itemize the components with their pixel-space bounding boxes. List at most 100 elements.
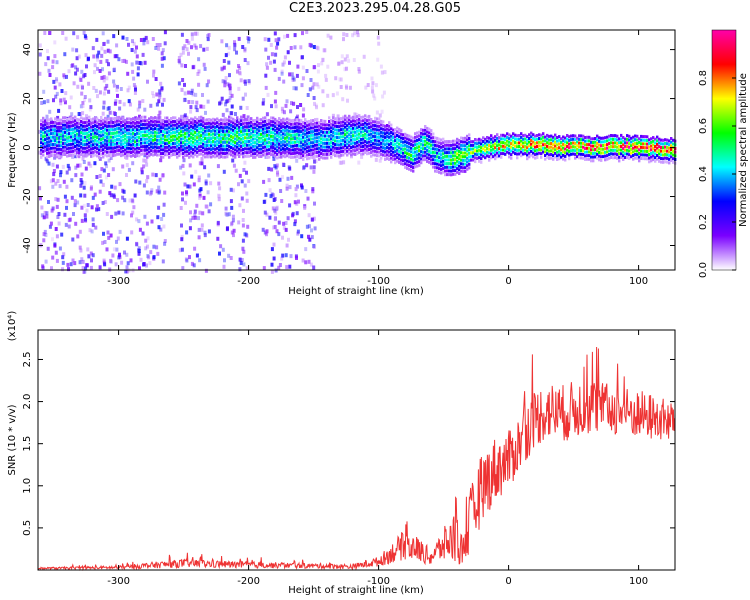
noise-cell <box>278 263 282 267</box>
ridge-cell <box>258 133 261 136</box>
ridge-cell <box>280 140 283 144</box>
ridge-cell <box>204 151 207 155</box>
ridge-cell <box>48 118 51 122</box>
ridge-cell <box>56 147 59 151</box>
ridge-cell <box>314 143 317 147</box>
noise-cell <box>77 54 81 59</box>
ridge-cell <box>624 152 627 156</box>
ridge-cell <box>290 141 293 145</box>
noise-cell <box>81 85 84 90</box>
ridge-cell <box>252 144 255 148</box>
noise-cell <box>155 102 159 107</box>
ridge-cell <box>98 130 101 134</box>
noise-cell <box>342 37 345 42</box>
noise-cell <box>137 219 141 224</box>
ridge-cell <box>418 130 421 134</box>
ridge-cell <box>598 158 601 162</box>
ridge-cell <box>432 165 435 169</box>
ridge-cell <box>400 132 403 136</box>
ridge-cell <box>182 137 185 141</box>
ridge-cell <box>246 121 249 125</box>
noise-cell <box>245 191 249 196</box>
noise-cell <box>193 215 197 220</box>
ridge-cell <box>328 127 331 131</box>
ridge-cell <box>404 165 407 169</box>
noise-cell <box>269 43 273 47</box>
noise-cell <box>140 167 144 172</box>
ridge-cell <box>140 127 143 130</box>
ridge-cell <box>336 150 339 154</box>
ridge-cell <box>180 122 183 126</box>
ridge-cell <box>318 146 321 150</box>
noise-cell <box>157 225 161 230</box>
ridge-cell <box>52 146 55 150</box>
ridge-cell <box>636 134 639 138</box>
ridge-cell <box>320 137 323 141</box>
ridge-cell <box>458 172 461 175</box>
noise-cell <box>195 253 199 258</box>
noise-cell <box>104 175 108 180</box>
ridge-cell <box>488 136 491 140</box>
ridge-cell <box>390 131 393 134</box>
ridge-cell <box>572 141 575 145</box>
ridge-cell <box>282 117 285 121</box>
ridge-cell <box>302 146 305 150</box>
noise-cell <box>49 179 53 184</box>
ridge-cell <box>268 129 271 133</box>
noise-cell <box>73 203 77 208</box>
ridge-cell <box>210 140 213 144</box>
ridge-cell <box>562 157 565 161</box>
ridge-cell <box>72 138 75 142</box>
noise-cell <box>134 87 137 92</box>
ridge-cell <box>406 137 409 141</box>
ridge-cell <box>80 127 83 131</box>
ridge-cell <box>308 127 311 131</box>
noise-cell <box>146 236 150 241</box>
ridge-cell <box>442 145 445 148</box>
ridge-cell <box>392 147 395 150</box>
ridge-cell <box>428 142 431 146</box>
ridge-cell <box>588 135 591 139</box>
ridge-cell <box>218 141 221 145</box>
ridge-cell <box>192 126 195 129</box>
ridge-cell <box>432 150 435 154</box>
ridge-cell <box>484 156 487 160</box>
ridge-cell <box>342 149 345 153</box>
ridge-cell <box>200 119 203 123</box>
noise-cell <box>224 99 228 104</box>
ridge-cell <box>586 143 589 147</box>
ridge-cell <box>324 141 327 145</box>
ridge-cell <box>564 158 567 162</box>
ridge-cell <box>628 149 631 153</box>
ridge-cell <box>252 119 255 123</box>
ridge-cell <box>44 138 47 142</box>
noise-cell <box>131 199 135 204</box>
noise-cell <box>277 76 281 81</box>
ridge-cell <box>284 140 287 144</box>
ridge-cell <box>324 119 327 123</box>
noise-cell <box>300 83 304 88</box>
ridge-cell <box>264 138 267 142</box>
noise-cell <box>67 166 71 171</box>
noise-cell <box>192 263 196 268</box>
ridge-cell <box>524 144 527 148</box>
ridge-cell <box>64 134 67 138</box>
ridge-cell <box>176 126 179 130</box>
ridge-cell <box>564 151 567 155</box>
ridge-cell <box>58 151 61 155</box>
ridge-cell <box>194 134 197 138</box>
noise-cell <box>339 160 343 165</box>
ridge-cell <box>286 121 289 125</box>
ridge-cell <box>350 138 353 142</box>
ridge-cell <box>58 136 61 140</box>
ridge-cell <box>370 118 373 121</box>
ridge-cell <box>44 127 47 131</box>
ridge-cell <box>154 116 157 120</box>
ridge-cell <box>230 149 233 153</box>
ridge-cell <box>358 128 361 132</box>
ridge-cell <box>274 154 277 158</box>
ridge-cell <box>112 135 115 139</box>
ridge-cell <box>550 138 553 142</box>
ridge-cell <box>278 117 281 121</box>
ridge-cell <box>330 119 333 122</box>
